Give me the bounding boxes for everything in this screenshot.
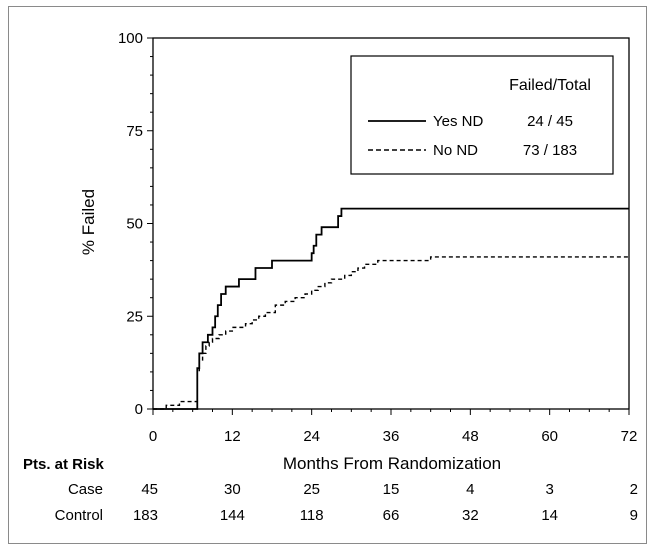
y-tick-label: 50 bbox=[126, 216, 143, 233]
risk-value: 15 bbox=[383, 481, 400, 498]
series-line-yes-nd bbox=[153, 207, 629, 410]
y-axis-label: % Failed bbox=[79, 189, 98, 255]
risk-value: 144 bbox=[220, 507, 245, 524]
risk-value: 4 bbox=[466, 481, 474, 498]
x-tick-label: 12 bbox=[224, 428, 241, 445]
y-tick-label: 100 bbox=[118, 30, 143, 47]
risk-table-header: Pts. at Risk bbox=[23, 456, 105, 473]
y-tick-label: 75 bbox=[126, 123, 143, 140]
x-tick-label: 24 bbox=[303, 428, 320, 445]
figure-frame bbox=[8, 6, 647, 544]
risk-value: 9 bbox=[630, 507, 638, 524]
y-ticks: 0 25 50 75 100 bbox=[118, 30, 153, 418]
legend-value-yes-nd: 24 / 45 bbox=[527, 113, 573, 130]
risk-value: 14 bbox=[541, 507, 558, 524]
x-tick-label: 60 bbox=[541, 428, 558, 445]
risk-row-label: Control bbox=[55, 507, 103, 524]
x-tick-label: 36 bbox=[383, 428, 400, 445]
x-tick-label: 72 bbox=[621, 428, 638, 445]
risk-value: 183 bbox=[133, 507, 158, 524]
x-ticks: 0 12 24 36 48 60 72 bbox=[149, 409, 638, 445]
y-tick-label: 0 bbox=[135, 401, 143, 418]
legend-value-no-nd: 73 / 183 bbox=[523, 142, 577, 159]
risk-value: 3 bbox=[545, 481, 553, 498]
risk-value: 66 bbox=[383, 507, 400, 524]
curves bbox=[153, 207, 629, 410]
legend-header: Failed/Total bbox=[509, 77, 591, 94]
legend-label-yes-nd: Yes ND bbox=[433, 113, 483, 130]
x-tick-label: 48 bbox=[462, 428, 479, 445]
risk-value: 25 bbox=[303, 481, 320, 498]
risk-value: 118 bbox=[300, 507, 324, 524]
risk-value: 2 bbox=[630, 481, 638, 498]
risk-value: 45 bbox=[141, 481, 158, 498]
x-tick-label: 0 bbox=[149, 428, 157, 445]
risk-value: 30 bbox=[224, 481, 241, 498]
legend-box bbox=[350, 55, 614, 175]
y-tick-label: 25 bbox=[126, 308, 143, 325]
series-line-no-nd bbox=[153, 256, 629, 410]
legend-label-no-nd: No ND bbox=[433, 142, 478, 159]
x-axis-label: Months From Randomization bbox=[283, 454, 501, 473]
risk-value: 32 bbox=[462, 507, 479, 524]
legend: Failed/Total Yes ND 24 / 45 No ND 73 / 1… bbox=[350, 55, 614, 175]
risk-row-label: Case bbox=[68, 481, 103, 498]
